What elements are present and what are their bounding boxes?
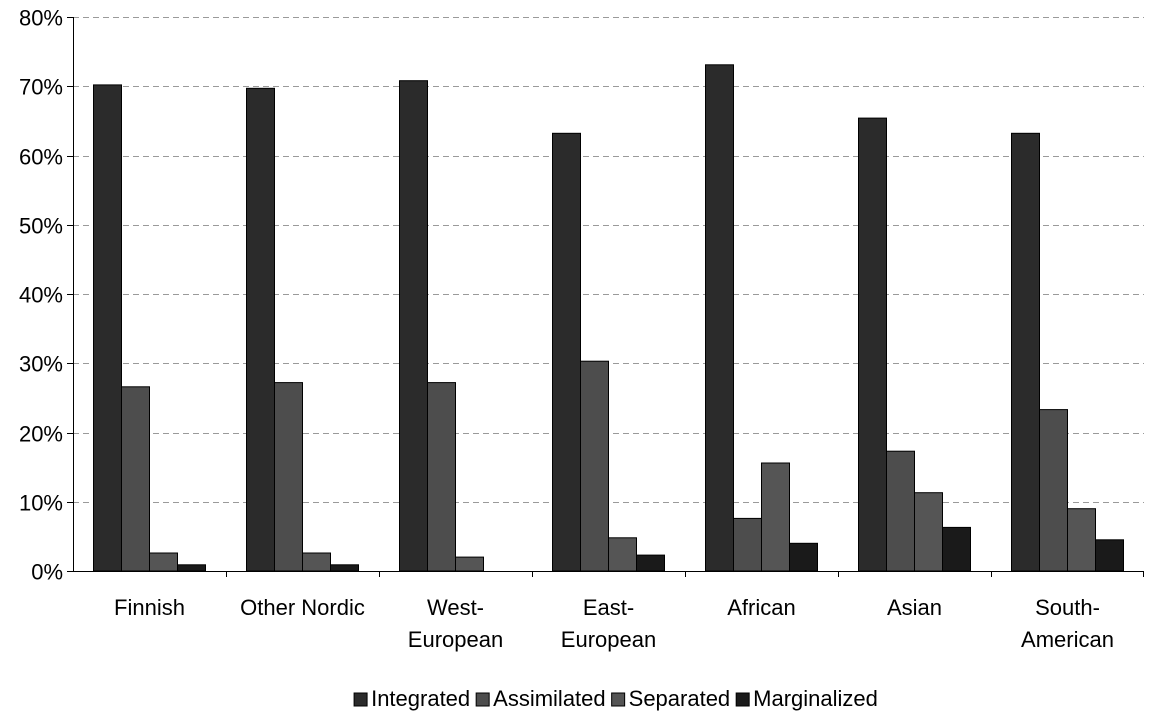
y-tick-label: 20% <box>19 422 63 447</box>
y-tick-label: 70% <box>19 75 63 100</box>
bar-integrated <box>93 84 122 572</box>
bar-separated <box>914 492 943 572</box>
y-tick-label: 10% <box>19 491 63 516</box>
bar-assimilated <box>886 450 915 572</box>
legend-item-assimilated: Assimilated <box>475 686 606 711</box>
bar-marginalized <box>636 554 665 572</box>
legend: Integrated Assimilated Separated Marginaliz… <box>353 686 878 711</box>
bar-integrated <box>1011 132 1040 572</box>
x-category-label: South-American <box>1021 595 1114 652</box>
legend-item-marginalized: Marginalized <box>735 686 878 711</box>
y-tick-label: 50% <box>19 214 63 239</box>
bar-integrated <box>246 87 275 572</box>
bar-marginalized <box>177 564 206 572</box>
y-tick-label: 30% <box>19 352 63 377</box>
x-category-label: West-European <box>408 595 503 652</box>
bar-integrated <box>399 80 428 572</box>
bar-marginalized <box>942 526 971 572</box>
y-tick-label: 80% <box>19 6 63 31</box>
y-tick-label: 0% <box>31 560 63 585</box>
bars <box>93 64 1124 572</box>
bar-separated <box>302 552 331 572</box>
bar-marginalized <box>1095 539 1124 572</box>
legend-label: Assimilated <box>493 686 605 711</box>
legend-swatch <box>735 692 750 707</box>
y-tick-label: 60% <box>19 145 63 170</box>
legend-item-integrated: Integrated <box>353 686 470 711</box>
legend-swatch <box>353 692 368 707</box>
bar-assimilated <box>274 382 303 572</box>
legend-label: Integrated <box>371 686 470 711</box>
bar-integrated <box>705 64 734 572</box>
x-category-label: Finnish <box>114 595 185 620</box>
bar-assimilated <box>1039 409 1068 572</box>
bar-integrated <box>858 117 887 572</box>
x-category-label: Asian <box>887 595 942 620</box>
y-tick-labels: 0% 10% 20% 30% 40% 50% 60% 70% 80% <box>19 6 63 585</box>
bar-assimilated <box>580 360 609 572</box>
x-category-label: Other Nordic <box>240 595 365 620</box>
legend-label: Separated <box>629 686 731 711</box>
axes <box>67 17 1144 577</box>
bar-separated <box>1067 508 1096 572</box>
legend-swatch <box>475 692 490 707</box>
y-tick-label: 40% <box>19 283 63 308</box>
bar-assimilated <box>427 382 456 572</box>
legend-label: Marginalized <box>753 686 878 711</box>
bar-separated <box>149 552 178 572</box>
bar-assimilated <box>121 386 150 572</box>
bar-separated <box>608 537 637 572</box>
bar-separated <box>455 556 484 572</box>
x-category-label: East-European <box>561 595 656 652</box>
bar-integrated <box>552 132 581 572</box>
bar-separated <box>761 462 790 572</box>
x-category-labels: Finnish Other Nordic West-European East-Eur… <box>114 595 1114 652</box>
x-category-label: African <box>727 595 795 620</box>
legend-item-separated: Separated <box>611 686 731 711</box>
bar-assimilated <box>733 517 762 572</box>
bar-marginalized <box>789 542 818 572</box>
bar-marginalized <box>330 564 359 572</box>
legend-swatch <box>611 692 626 707</box>
